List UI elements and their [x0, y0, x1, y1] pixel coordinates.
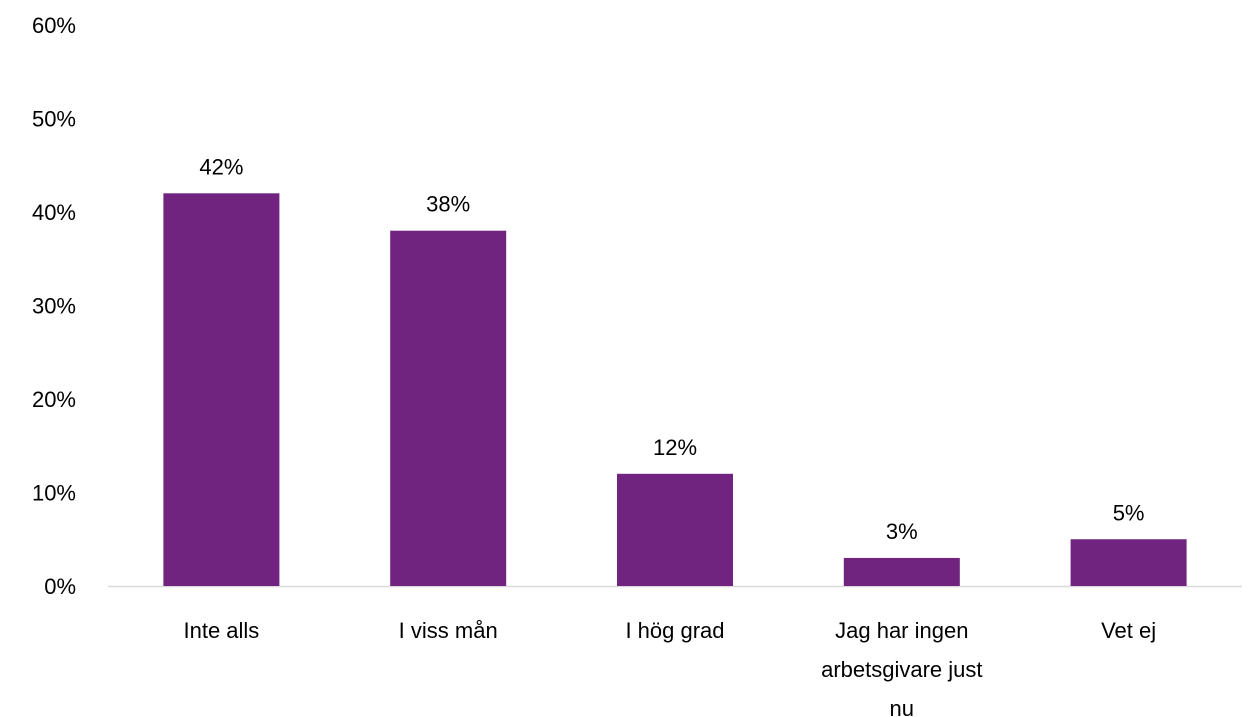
y-tick-label: 0%	[44, 574, 76, 599]
category-labels: Inte alls I viss mån I hög grad Jag har ing…	[183, 618, 1156, 717]
x-category-label-line: Inte alls	[183, 618, 259, 643]
x-category-label-line: arbetsgivare just	[821, 657, 982, 682]
x-category-label: I viss mån	[399, 618, 498, 643]
y-tick-label: 20%	[32, 387, 76, 412]
x-category-label-line: Vet ej	[1101, 618, 1156, 643]
data-label: 12%	[653, 435, 697, 460]
x-category-label: Jag har ingen arbetsgivare just nu	[821, 618, 982, 717]
x-category-label-line: I hög grad	[625, 618, 724, 643]
data-label: 3%	[886, 519, 918, 544]
bar	[163, 193, 280, 587]
data-label: 5%	[1113, 500, 1145, 525]
y-tick-label: 40%	[32, 200, 76, 225]
x-category-label-line: I viss mån	[399, 618, 498, 643]
bar	[843, 557, 960, 586]
x-category-label: I hög grad	[625, 618, 724, 643]
bar	[1070, 539, 1187, 586]
x-category-label-line: Jag har ingen	[835, 618, 968, 643]
x-category-label-line: nu	[890, 696, 914, 717]
bars	[163, 193, 1187, 587]
x-category-label: Vet ej	[1101, 618, 1156, 643]
data-label: 38%	[426, 192, 470, 217]
y-tick-label: 50%	[32, 107, 76, 132]
y-tick-label: 60%	[32, 13, 76, 38]
bar	[390, 230, 507, 586]
x-category-label: Inte alls	[183, 618, 259, 643]
data-labels: 42% 38% 12% 3% 5%	[199, 154, 1144, 544]
y-tick-label: 30%	[32, 294, 76, 319]
y-axis-tick-labels: 0% 10% 20% 30% 40% 50% 60%	[32, 13, 76, 599]
y-tick-label: 10%	[32, 481, 76, 506]
bar	[617, 473, 733, 586]
data-label: 42%	[199, 154, 243, 179]
